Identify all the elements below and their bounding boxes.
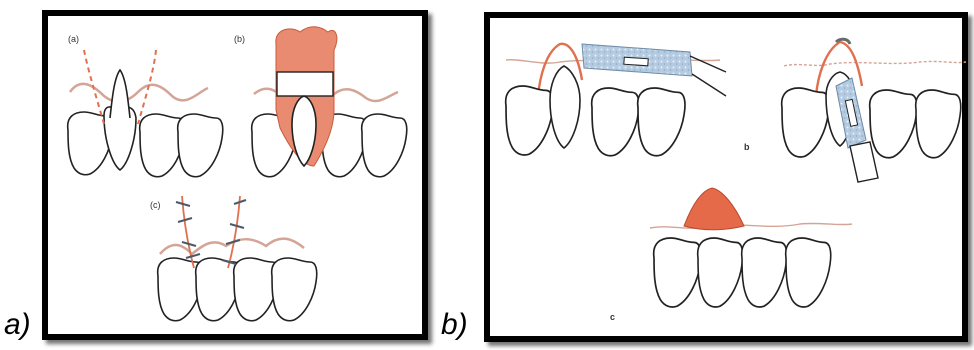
papilla-outline: [109, 68, 131, 119]
tooth: [780, 87, 830, 158]
subfigure-a-incision: (a): [66, 34, 224, 178]
instrument-slot: [623, 56, 649, 67]
instrument-slot: [844, 98, 859, 127]
instrument-handle: [691, 73, 727, 97]
central-tooth: [549, 65, 581, 150]
papilla-flap: [814, 40, 864, 97]
sutures: [175, 199, 247, 265]
caption-a: a): [4, 308, 31, 341]
subfigure-c-result: [649, 187, 853, 308]
gingiva-line: [783, 60, 967, 67]
tooth: [270, 257, 318, 322]
tooth: [176, 113, 224, 178]
instrument-handle: [849, 141, 879, 183]
tooth: [590, 87, 640, 157]
label-a: (a): [68, 34, 79, 44]
tooth: [652, 237, 702, 308]
label-b: b: [744, 142, 750, 152]
tooth: [740, 237, 788, 308]
gingiva-line: [649, 222, 853, 229]
tooth: [504, 85, 554, 156]
flap-window: [276, 71, 334, 97]
tooth: [360, 113, 408, 178]
subfigure-b2-instrument-vertical: [780, 37, 967, 183]
tooth: [914, 89, 962, 159]
tooth: [784, 237, 832, 308]
regenerated-papilla: [683, 187, 745, 231]
label-c: c: [610, 312, 615, 322]
tooth: [696, 237, 744, 308]
gingiva-line: [159, 237, 305, 256]
label-b: (b): [234, 34, 245, 44]
tooth: [868, 89, 918, 159]
subfigure-c-sutured: (c): [150, 195, 318, 322]
caption-b: b): [441, 308, 468, 341]
tooth: [636, 87, 686, 157]
subfigure-b-flap: (b): [234, 26, 408, 178]
subfigure-b1-instrument-horizontal: [504, 42, 727, 157]
papilla-tip: [834, 37, 852, 45]
central-tooth: [291, 95, 317, 168]
papilla-flap: [536, 42, 584, 97]
instrument-handle: [689, 55, 727, 73]
label-c: (c): [150, 200, 161, 210]
sutured-incision-right: [227, 195, 241, 269]
gingiva-line: [68, 82, 209, 103]
